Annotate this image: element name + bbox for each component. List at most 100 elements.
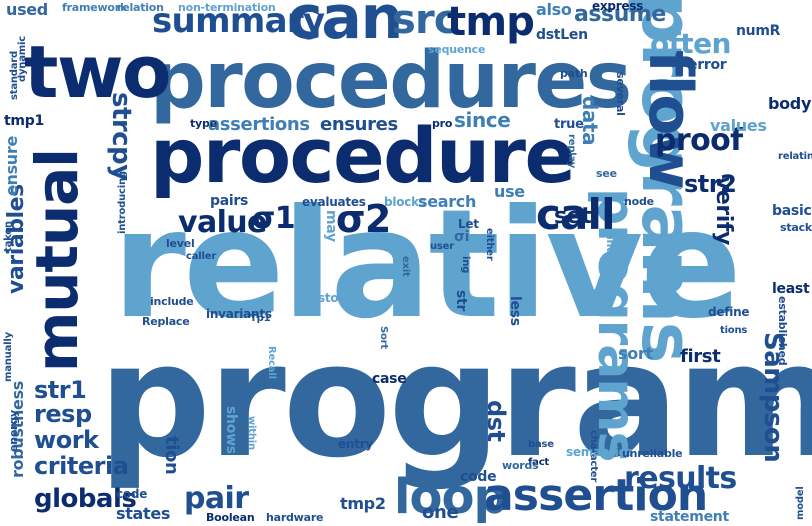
- word-shows: shows: [223, 406, 239, 454]
- word-sigma: σi: [454, 229, 470, 245]
- word-boolean: Boolean: [206, 511, 255, 524]
- word-pairs-top: pairs: [210, 193, 249, 209]
- word-code: code: [460, 469, 497, 485]
- word-relation: relation: [117, 1, 164, 14]
- word-non-termination: non-termination: [178, 1, 276, 14]
- word-base: base: [528, 439, 554, 450]
- word-code-left: code: [116, 487, 148, 501]
- word-values: values: [710, 116, 767, 135]
- word-since: since: [454, 108, 511, 132]
- word-entry: entry: [338, 437, 373, 451]
- word-relative: relative: [112, 178, 742, 352]
- word-program: program: [98, 309, 812, 493]
- word-energy: energy: [7, 410, 20, 452]
- word-less: less: [507, 296, 523, 326]
- word-criteria: criteria: [34, 452, 129, 480]
- word-type: type: [190, 117, 217, 130]
- word-first: first: [680, 346, 721, 367]
- word-path: path: [560, 67, 588, 80]
- word-words: words: [502, 459, 539, 472]
- word-tion: tion: [161, 436, 182, 475]
- word-loop: loop: [394, 469, 508, 525]
- word-store: store: [318, 291, 352, 305]
- word-statement: statement: [650, 509, 729, 525]
- word-can: can: [287, 0, 403, 53]
- word-proof: proof: [655, 123, 743, 158]
- word-str1: str1: [34, 376, 87, 404]
- word-search: search: [418, 192, 477, 211]
- word-results: results: [624, 461, 737, 496]
- word-framework: framework: [62, 1, 128, 14]
- word-let: Let: [458, 217, 479, 231]
- word-summary: summary: [152, 1, 325, 41]
- word-fact: fact: [528, 457, 550, 468]
- word-introducing: introducing: [117, 171, 128, 234]
- word-include: include: [150, 295, 194, 308]
- word-often: often: [650, 27, 731, 60]
- word-tp1: Tp1: [250, 313, 271, 324]
- word-str: str: [453, 290, 469, 312]
- word-src: src: [392, 0, 458, 43]
- word-express: express: [592, 0, 644, 13]
- word-sort: sort: [618, 344, 653, 363]
- word-resp: resp: [34, 400, 92, 428]
- word-set: set: [554, 204, 592, 229]
- word-verify: verify: [711, 176, 736, 245]
- word-assume: assume: [574, 2, 666, 27]
- word-node: node: [624, 195, 654, 208]
- word-assertions: assertions: [208, 114, 310, 135]
- word-stack: stack: [780, 221, 812, 234]
- word-dst: dst: [482, 400, 510, 442]
- word-pair: pair: [184, 481, 249, 516]
- word-relating: relating: [778, 151, 812, 162]
- word-tmp2: tmp2: [340, 494, 386, 513]
- word-ensure: ensure: [2, 136, 21, 196]
- word-work: work: [34, 426, 99, 454]
- word-sigma1: σ1: [252, 201, 296, 236]
- word-user: user: [430, 241, 454, 252]
- word-replace: Replace: [142, 315, 190, 328]
- word-basic: basic: [772, 203, 812, 219]
- word-recall: Recall: [266, 346, 277, 379]
- word-ensures: ensures: [320, 114, 398, 135]
- word-call: call: [536, 190, 616, 239]
- word-strcpy: strcpy: [106, 92, 136, 181]
- word-states: states: [116, 504, 171, 523]
- word-two: two: [24, 30, 172, 114]
- word-used: used: [6, 0, 48, 19]
- word-taken: taken: [3, 221, 14, 252]
- word-numR: numR: [736, 23, 781, 39]
- word-invariants: invariants: [206, 307, 272, 321]
- word-replay: replay: [566, 134, 577, 169]
- word-sigma2: σ2: [336, 197, 391, 241]
- word-sort-cap: Sort: [378, 326, 389, 349]
- word-least: least: [772, 281, 810, 297]
- word-caller: caller: [186, 251, 217, 262]
- word-also: also: [536, 0, 572, 19]
- word-ing: ing: [460, 256, 471, 274]
- word-value: value: [178, 205, 267, 240]
- word-several: several: [614, 72, 627, 116]
- word-semantics: semantics: [566, 445, 633, 459]
- word-see: see: [596, 167, 617, 180]
- word-case: case: [372, 371, 407, 387]
- word-procedures: procedures: [150, 36, 632, 126]
- word-blocks: blocks: [384, 195, 426, 209]
- word-evaluates: evaluates: [302, 195, 366, 209]
- word-level: level: [166, 237, 195, 250]
- word-hardware: hardware: [266, 511, 324, 524]
- word-sequence: sequence: [428, 43, 486, 56]
- word-assertion: assertion: [484, 470, 708, 521]
- word-tmp1: tmp1: [4, 113, 44, 129]
- word-use: use: [494, 182, 525, 201]
- word-unreliable: unreliable: [622, 447, 683, 460]
- word-globals: globals: [34, 484, 137, 514]
- word-true: true: [554, 117, 584, 132]
- word-index: index: [604, 236, 617, 269]
- word-established: established: [776, 296, 789, 366]
- word-pro: pro: [432, 117, 453, 130]
- word-str2: str2: [684, 170, 737, 198]
- word-may: may: [323, 210, 339, 242]
- word-mutual: mutual: [23, 149, 91, 372]
